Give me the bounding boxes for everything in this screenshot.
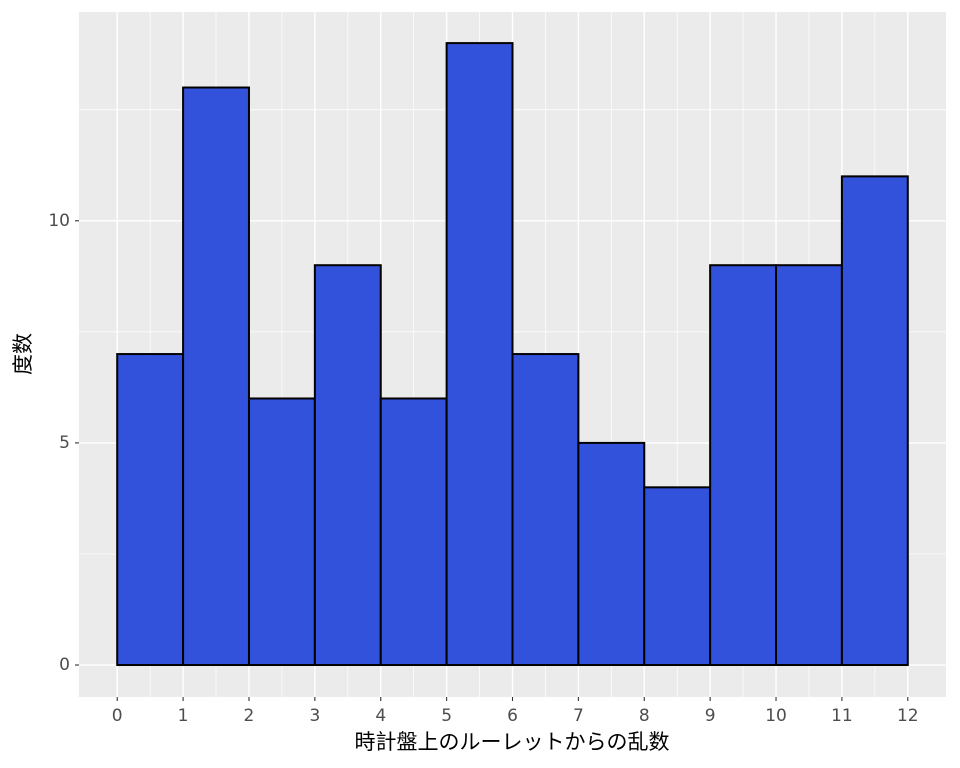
x-tick-label: 10 [765,706,787,726]
x-tick-label: 12 [897,706,919,726]
x-tick-label: 4 [375,706,386,726]
x-tick-label: 2 [244,706,255,726]
bar [247,397,316,667]
bar [379,397,448,667]
x-tick-label: 11 [831,706,853,726]
bar [116,353,185,667]
bar [313,264,382,667]
x-tick-label: 5 [441,706,452,726]
bar [511,353,580,667]
y-axis-label: 度数 [11,333,35,375]
x-tick-label: 7 [573,706,584,726]
y-tick-label: 0 [59,655,70,675]
bar [445,42,514,667]
bar [643,486,712,667]
x-tick-label: 8 [639,706,650,726]
bar [709,264,778,667]
y-tick-label: 5 [59,433,70,453]
x-axis-label: 時計盤上のルーレットからの乱数 [355,730,670,754]
x-tick-label: 9 [705,706,716,726]
x-tick-label: 1 [178,706,189,726]
bar [775,264,843,667]
bar [577,441,646,667]
x-tick-label: 6 [507,706,518,726]
bar [840,175,909,667]
bar [182,86,250,667]
x-tick-label: 0 [112,706,123,726]
x-tick-label: 3 [309,706,320,726]
y-tick-label: 10 [48,211,70,231]
